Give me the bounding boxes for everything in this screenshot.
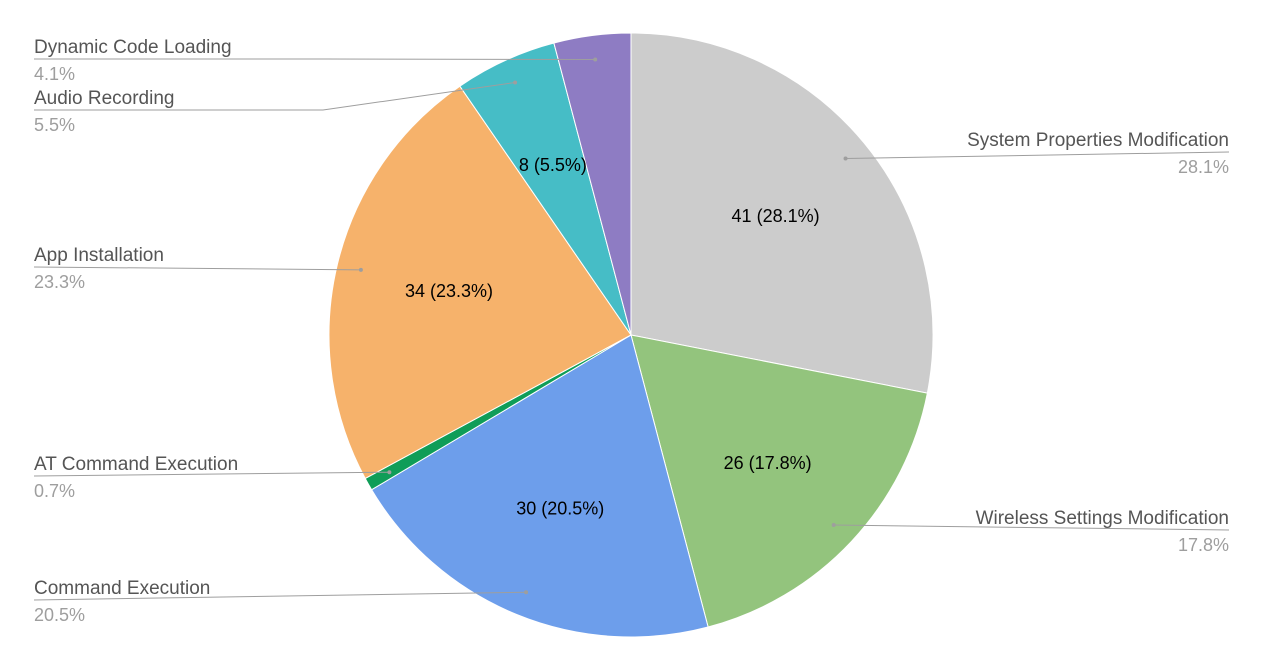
pie-slices (328, 32, 934, 638)
leader-line (33, 266, 361, 271)
slice-command-execution (370, 334, 709, 638)
slice-labels: 41 (28.1%) 26 (17.8%) 30 (20.5%) 34 (23.3%)… (405, 155, 820, 519)
legend-name-dynamic-code-loading: Dynamic Code Loading (34, 37, 232, 58)
slice-value-label: 41 (28.1%) (732, 206, 820, 226)
legend-name-app-installation: App Installation (34, 245, 164, 266)
leader-line (33, 471, 390, 477)
legend-name-at-command-execution: AT Command Execution (34, 454, 238, 475)
slice-wireless-settings-modification (630, 334, 928, 628)
legend-percent: 17.8% (1178, 535, 1229, 555)
legend-name-system-properties-modification: System Properties Modification (967, 130, 1229, 151)
leader-line (33, 591, 527, 601)
legend-percent: 28.1% (1178, 157, 1229, 177)
legend-percent: 20.5% (34, 605, 85, 625)
slice-value-label: 30 (20.5%) (516, 498, 604, 518)
legend-percent: 23.3% (34, 272, 85, 292)
leader-line (833, 524, 1230, 531)
slice-value-label: 8 (5.5%) (519, 155, 587, 175)
slice-dynamic-code-loading (553, 32, 632, 336)
slice-system-properties-modification (630, 32, 934, 394)
legend-percent: 0.7% (34, 481, 75, 501)
legend-percent: 5.5% (34, 115, 75, 135)
legend-name-audio-recording: Audio Recording (34, 88, 174, 109)
slice-value-label: 26 (17.8%) (724, 453, 812, 473)
callouts: System Properties Modification 28.1% Wirel… (33, 37, 1230, 625)
slice-app-installation (328, 85, 632, 480)
legend-percent: 4.1% (34, 64, 75, 84)
leader-line (845, 151, 1230, 159)
legend-name-command-execution: Command Execution (34, 578, 210, 599)
slice-value-label: 34 (23.3%) (405, 281, 493, 301)
legend-name-wireless-settings-modification: Wireless Settings Modification (976, 508, 1229, 529)
leader-line (34, 81, 516, 111)
